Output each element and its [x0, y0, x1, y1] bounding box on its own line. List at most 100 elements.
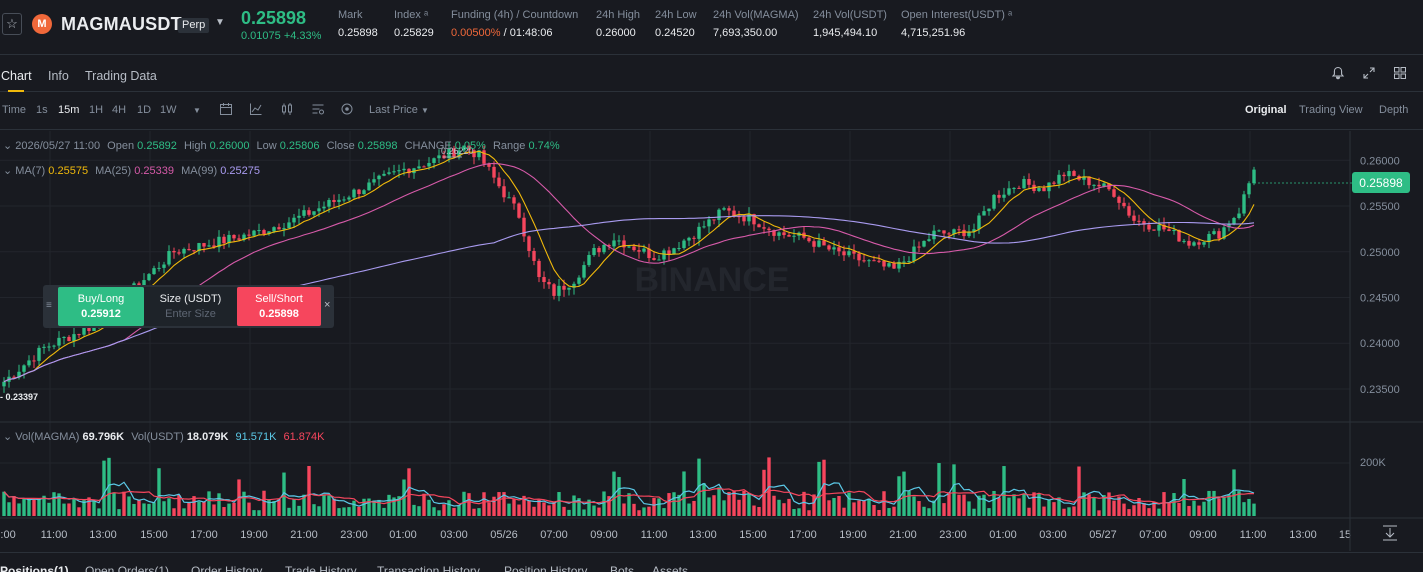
sell-short-button[interactable]: Sell/Short 0.25898 [237, 287, 321, 326]
interval-1h[interactable]: 1H [89, 104, 104, 116]
candle-body [752, 214, 756, 225]
volume-bar [557, 492, 561, 516]
volume-bar [1202, 501, 1206, 516]
volume-bar [802, 491, 806, 516]
candle-body [227, 234, 231, 244]
interval-time[interactable]: Time [2, 104, 27, 116]
stat-value: 7,693,350.00 [713, 27, 778, 39]
volume-bar [1207, 490, 1211, 516]
interval-1d[interactable]: 1D [137, 104, 152, 116]
high-value: 0.26000 [209, 140, 250, 152]
candle-body [392, 171, 396, 173]
alert-bell-icon[interactable] [1331, 66, 1345, 83]
interval-dropdown-icon[interactable]: ▼ [193, 106, 201, 115]
time-tick-label: 15:00 [140, 529, 168, 541]
volume-bar [907, 490, 911, 516]
calendar-icon[interactable] [219, 102, 233, 119]
candle-body [747, 214, 751, 222]
interval-1w[interactable]: 1W [160, 104, 177, 116]
symbol-name[interactable]: MAGMAUSDT [61, 14, 182, 34]
tab-trade-history[interactable]: Trade History [285, 564, 357, 572]
settings-list-icon[interactable] [311, 102, 325, 119]
stat-24h-high: 24h High 0.26000 [596, 9, 640, 39]
volume-bar [2, 491, 6, 516]
favorite-star-icon[interactable]: ☆ [2, 13, 22, 35]
volume-bar [1137, 498, 1141, 516]
candle-type-icon[interactable] [280, 102, 294, 119]
stat-open-interest[interactable]: Open Interest(USDT) ᵃ 4,715,251.96 [901, 9, 1012, 39]
candle-body [607, 244, 611, 247]
tab-positions[interactable]: Positions(1) [0, 564, 69, 572]
view-trading-view[interactable]: Trading View [1299, 104, 1363, 116]
candle-body [182, 248, 186, 254]
close-label: Close [326, 140, 355, 152]
volume-bar [947, 492, 951, 516]
candle-body [1102, 183, 1106, 187]
candle-body [1172, 229, 1176, 232]
vol-ma-value-2: 61.874K [283, 431, 325, 443]
volume-bar [457, 505, 461, 516]
candle-body [487, 163, 491, 167]
volume-bar [897, 476, 901, 516]
volume-bar [197, 501, 201, 516]
tab-position-history[interactable]: Position History [504, 564, 588, 572]
expand-icon[interactable] [1362, 66, 1376, 83]
view-depth[interactable]: Depth [1379, 104, 1409, 116]
ma25-label: MA(25) [95, 165, 132, 177]
indicator-icon[interactable] [249, 102, 263, 119]
tab-order-history[interactable]: Order History [191, 564, 263, 572]
volume-bar [192, 496, 196, 516]
interval-1s[interactable]: 1s [36, 104, 48, 116]
tab-info[interactable]: Info [48, 69, 69, 83]
volume-bar [727, 492, 731, 516]
tab-chart[interactable]: Chart [1, 69, 32, 83]
size-input[interactable]: Size (USDT) Enter Size [144, 287, 237, 326]
stat-label: Open Interest(USDT) ᵃ [901, 9, 1013, 21]
interval-15m[interactable]: 15m [58, 104, 80, 116]
volume-bar [1107, 492, 1111, 516]
tab-open-orders[interactable]: Open Orders(1) [85, 564, 170, 572]
volume-bar [242, 491, 246, 516]
stat-index[interactable]: Index ᵃ 0.25829 [394, 9, 434, 39]
target-settings-icon[interactable] [340, 102, 354, 119]
volume-bar [117, 509, 121, 516]
volume-bar [712, 495, 716, 516]
volume-bar [1112, 500, 1116, 516]
volume-bar [447, 500, 451, 516]
scroll-to-latest-icon[interactable] [1383, 525, 1397, 541]
candle-body [347, 197, 351, 200]
volume-bar [352, 500, 356, 516]
tab-assets[interactable]: Assets [652, 564, 689, 572]
price-type-selector[interactable]: Last Price ▼ [369, 104, 429, 116]
layout-grid-icon[interactable] [1393, 66, 1407, 83]
close-icon[interactable]: × [324, 299, 331, 311]
candle-body [892, 263, 896, 269]
volume-bar [1037, 493, 1041, 516]
candle-body [87, 327, 91, 331]
symbol-dropdown-icon[interactable]: ▼ [215, 17, 225, 28]
stat-label: Index ᵃ [394, 9, 429, 21]
buy-long-button[interactable]: Buy/Long 0.25912 [58, 287, 144, 326]
candle-body [527, 236, 531, 251]
candle-body [672, 248, 676, 255]
candle-body [422, 166, 426, 168]
volume-bar [1197, 505, 1201, 516]
volume-bar [1032, 492, 1036, 516]
candle-body [872, 260, 876, 262]
candle-body [157, 267, 161, 269]
candle-body [637, 250, 641, 252]
candlestick-chart[interactable]: BINANCE 0.23500 0.24000 0.24500 0.25000 0.25… [0, 131, 1423, 551]
moving-averages [3, 150, 1255, 383]
tab-trading-data[interactable]: Trading Data [85, 69, 157, 83]
candle-body [832, 247, 836, 250]
interval-4h[interactable]: 4H [112, 104, 127, 116]
volume-bar [847, 492, 851, 516]
drag-handle-icon[interactable]: ≡ [46, 300, 52, 311]
candle-body [1187, 240, 1191, 246]
candle-body [877, 260, 881, 262]
volume-bar [27, 498, 31, 516]
volume-bar [267, 499, 271, 516]
tab-transaction-history[interactable]: Transaction History [377, 564, 480, 572]
view-original[interactable]: Original [1245, 104, 1287, 116]
tab-bots[interactable]: Bots [610, 564, 635, 572]
